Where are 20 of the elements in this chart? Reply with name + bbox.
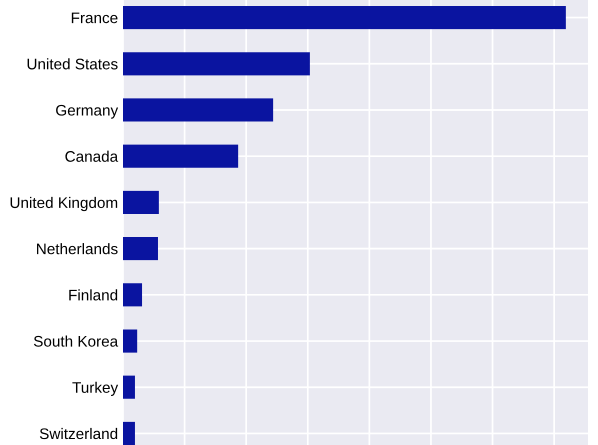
bar — [123, 237, 158, 260]
y-tick-label: United Kingdom — [10, 196, 118, 212]
y-tick-label: Germany — [56, 104, 118, 119]
y-tick-label: United States — [28, 58, 118, 70]
y-tick-label: Turkey — [72, 382, 118, 396]
y-tick-label: France — [72, 12, 118, 24]
y-tick-label: Netherlands — [37, 243, 118, 254]
bar — [123, 52, 310, 76]
bar — [123, 329, 138, 353]
bar — [123, 422, 135, 445]
bar — [123, 283, 142, 306]
bar — [123, 98, 274, 122]
bar — [123, 144, 238, 168]
bar — [123, 6, 566, 30]
y-tick-label: Switzerland — [40, 428, 118, 440]
y-tick-label: Finland — [69, 289, 118, 301]
bar — [123, 190, 159, 214]
y-tick-label: Canada — [65, 150, 118, 162]
y-tick-label: South Korea — [34, 335, 118, 347]
bar — [123, 376, 135, 399]
